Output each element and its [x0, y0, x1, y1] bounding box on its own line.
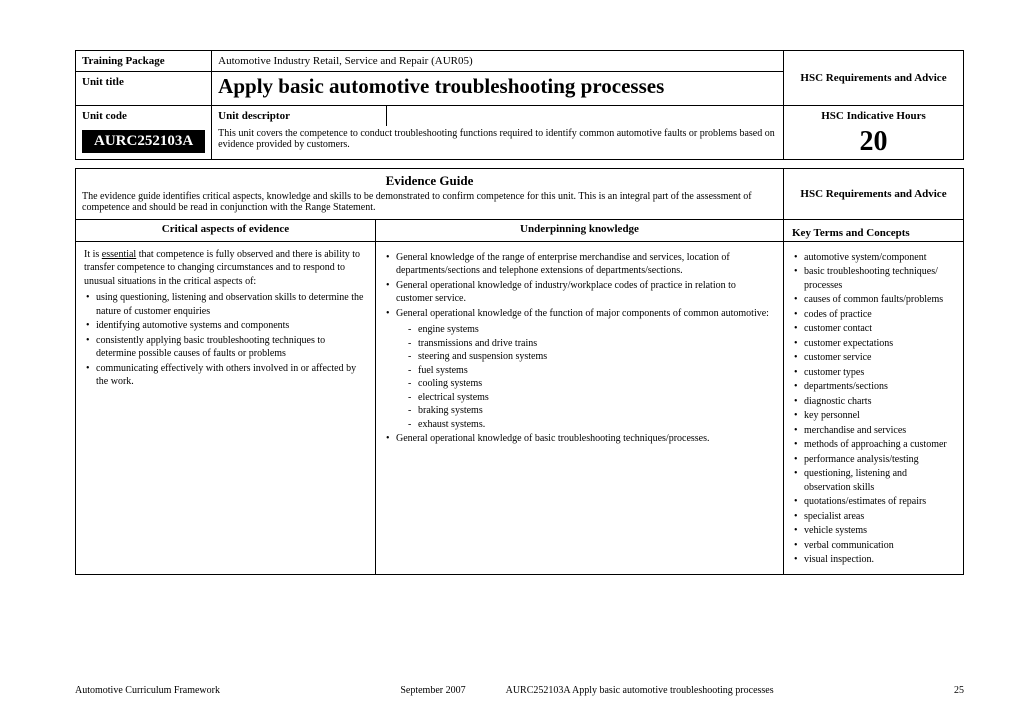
list-item: customer service — [792, 351, 955, 365]
list-item: General operational knowledge of the fun… — [384, 307, 775, 432]
evidence-guide-title: Evidence Guide — [76, 169, 783, 191]
list-item: engine systems — [408, 323, 775, 337]
list-item: automotive system/component — [792, 251, 955, 265]
unit-descriptor-label: Unit descriptor — [212, 106, 387, 127]
evidence-guide-table: Evidence Guide The evidence guide identi… — [75, 168, 964, 575]
footer-page: 25 — [954, 685, 964, 696]
list-item: methods of approaching a customer — [792, 438, 955, 452]
hsc-requirements-header: HSC Requirements and Advice — [784, 51, 964, 106]
list-item: exhaust systems. — [408, 418, 775, 432]
list-item: braking systems — [408, 404, 775, 418]
key-terms-header: Key Terms and Concepts — [792, 227, 910, 239]
header-table: Training Package Automotive Industry Ret… — [75, 50, 964, 160]
list-item: customer contact — [792, 322, 955, 336]
unit-code-label: Unit code — [76, 106, 212, 127]
list-item: transmissions and drive trains — [408, 337, 775, 351]
underpinning-cell: General knowledge of the range of enterp… — [376, 241, 784, 574]
list-item: vehicle systems — [792, 524, 955, 538]
list-item: merchandise and services — [792, 424, 955, 438]
list-item: communicating effectively with others in… — [84, 362, 367, 389]
unit-title-value: Apply basic automotive troubleshooting p… — [212, 72, 784, 106]
list-item: cooling systems — [408, 377, 775, 391]
footer-left: Automotive Curriculum Framework — [75, 685, 220, 696]
unit-descriptor-text: This unit covers the competence to condu… — [212, 126, 784, 160]
underpinning-header: Underpinning knowledge — [376, 220, 784, 242]
list-item: electrical systems — [408, 391, 775, 405]
list-item: visual inspection. — [792, 553, 955, 567]
critical-intro: It is essential that competence is fully… — [84, 248, 367, 289]
list-item: verbal communication — [792, 539, 955, 553]
unit-code-badge: AURC252103A — [82, 130, 205, 153]
training-package-label: Training Package — [76, 51, 212, 72]
list-item: quotations/estimates of repairs — [792, 495, 955, 509]
list-item: fuel systems — [408, 364, 775, 378]
list-item: causes of common faults/problems — [792, 293, 955, 307]
list-item: consistently applying basic troubleshoot… — [84, 334, 367, 361]
list-item: General knowledge of the range of enterp… — [384, 251, 775, 278]
list-item: diagnostic charts — [792, 395, 955, 409]
key-terms-cell: automotive system/component basic troubl… — [784, 241, 964, 574]
list-item: General operational knowledge of industr… — [384, 279, 775, 306]
evidence-guide-intro: The evidence guide identifies critical a… — [76, 191, 783, 219]
footer-center: AURC252103A Apply basic automotive troub… — [506, 685, 774, 696]
hsc-hours-label: HSC Indicative Hours — [784, 106, 964, 127]
critical-aspects-header: Critical aspects of evidence — [76, 220, 376, 242]
unit-title-label: Unit title — [76, 72, 212, 106]
list-item: departments/sections — [792, 380, 955, 394]
list-item: General operational knowledge of basic t… — [384, 432, 775, 446]
list-item: identifying automotive systems and compo… — [84, 319, 367, 333]
list-item: questioning, listening and observation s… — [792, 467, 955, 494]
list-item: specialist areas — [792, 510, 955, 524]
list-item: customer types — [792, 366, 955, 380]
list-item: performance analysis/testing — [792, 453, 955, 467]
page-footer: Automotive Curriculum Framework Septembe… — [75, 685, 964, 696]
hsc-hours-value: 20 — [784, 126, 964, 160]
list-item: steering and suspension systems — [408, 350, 775, 364]
critical-aspects-cell: It is essential that competence is fully… — [76, 241, 376, 574]
list-item: customer expectations — [792, 337, 955, 351]
footer-date: September 2007 — [400, 685, 465, 696]
training-package-value: Automotive Industry Retail, Service and … — [212, 51, 784, 72]
list-item: codes of practice — [792, 308, 955, 322]
list-item: basic troubleshooting techniques/ proces… — [792, 265, 955, 292]
hsc-requirements-advice-2: HSC Requirements and Advice — [784, 169, 964, 220]
list-item: using questioning, listening and observa… — [84, 291, 367, 318]
list-item: key personnel — [792, 409, 955, 423]
